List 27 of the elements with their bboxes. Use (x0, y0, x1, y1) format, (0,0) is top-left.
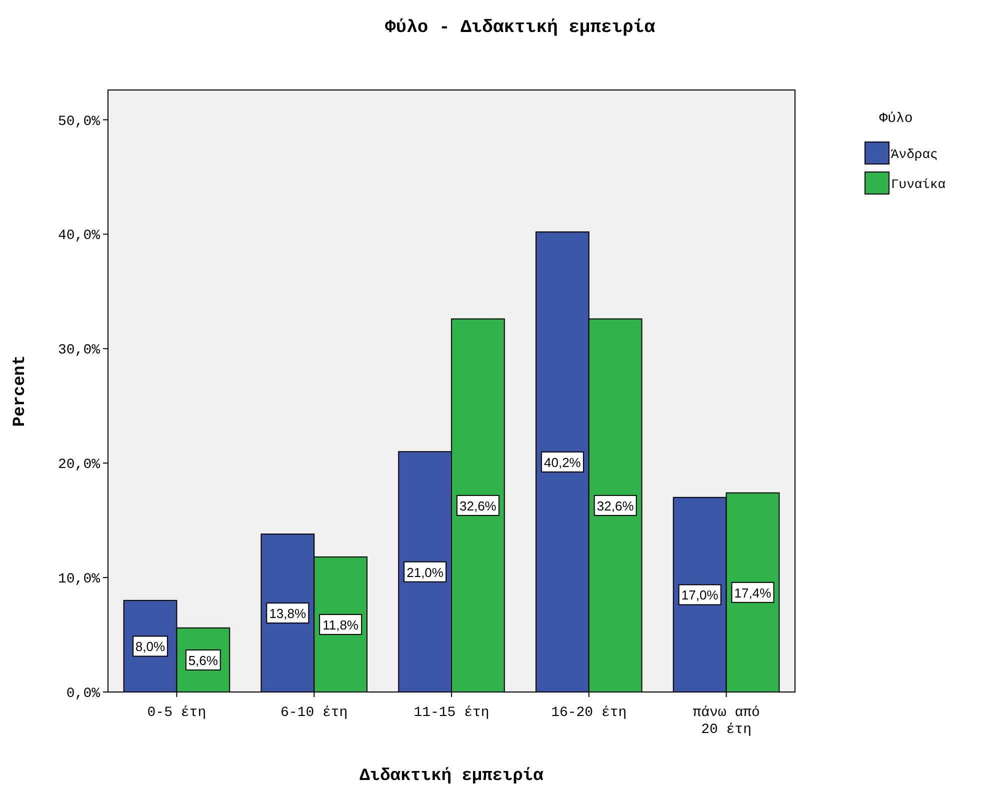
x-tick-label: 6-10 έτη (280, 705, 348, 721)
chart-title: Φύλο - Διδακτική εμπειρία (384, 18, 656, 38)
legend-title: Φύλο (879, 111, 913, 127)
x-tick-label: 0-5 έτη (147, 705, 206, 721)
data-label: 11,8% (322, 617, 359, 632)
x-tick-label: πάνω από 20 έτη (692, 705, 760, 738)
data-label: 40,2% (544, 454, 582, 470)
y-tick-label: 30,0% (58, 342, 101, 359)
data-label: 8,0% (135, 639, 166, 654)
y-tick-label: 10,0% (58, 572, 101, 588)
x-axis-title: Διδακτική εμπειρία (360, 767, 544, 786)
y-tick-label: 0,0% (66, 686, 101, 702)
data-label: 17,4% (734, 585, 772, 600)
legend-label: Άνδρας (891, 147, 938, 162)
data-label: 17,0% (681, 588, 719, 603)
y-axis-title: Percent (11, 355, 30, 427)
y-tick-label: 20,0% (58, 457, 101, 474)
data-label: 21,0% (406, 564, 444, 580)
data-label: 32,6% (596, 498, 634, 514)
legend-label: Γυναίκα (891, 177, 946, 192)
y-tick-label: 50,0% (58, 114, 101, 130)
data-label: 32,6% (460, 498, 497, 514)
x-tick-label: 16-20 έτη (551, 705, 627, 721)
data-label: 5,6% (188, 652, 218, 668)
x-tick-label: 11-15 έτη (414, 705, 490, 721)
y-tick-label: 40,0% (58, 228, 101, 244)
data-label: 13,8% (269, 606, 307, 622)
